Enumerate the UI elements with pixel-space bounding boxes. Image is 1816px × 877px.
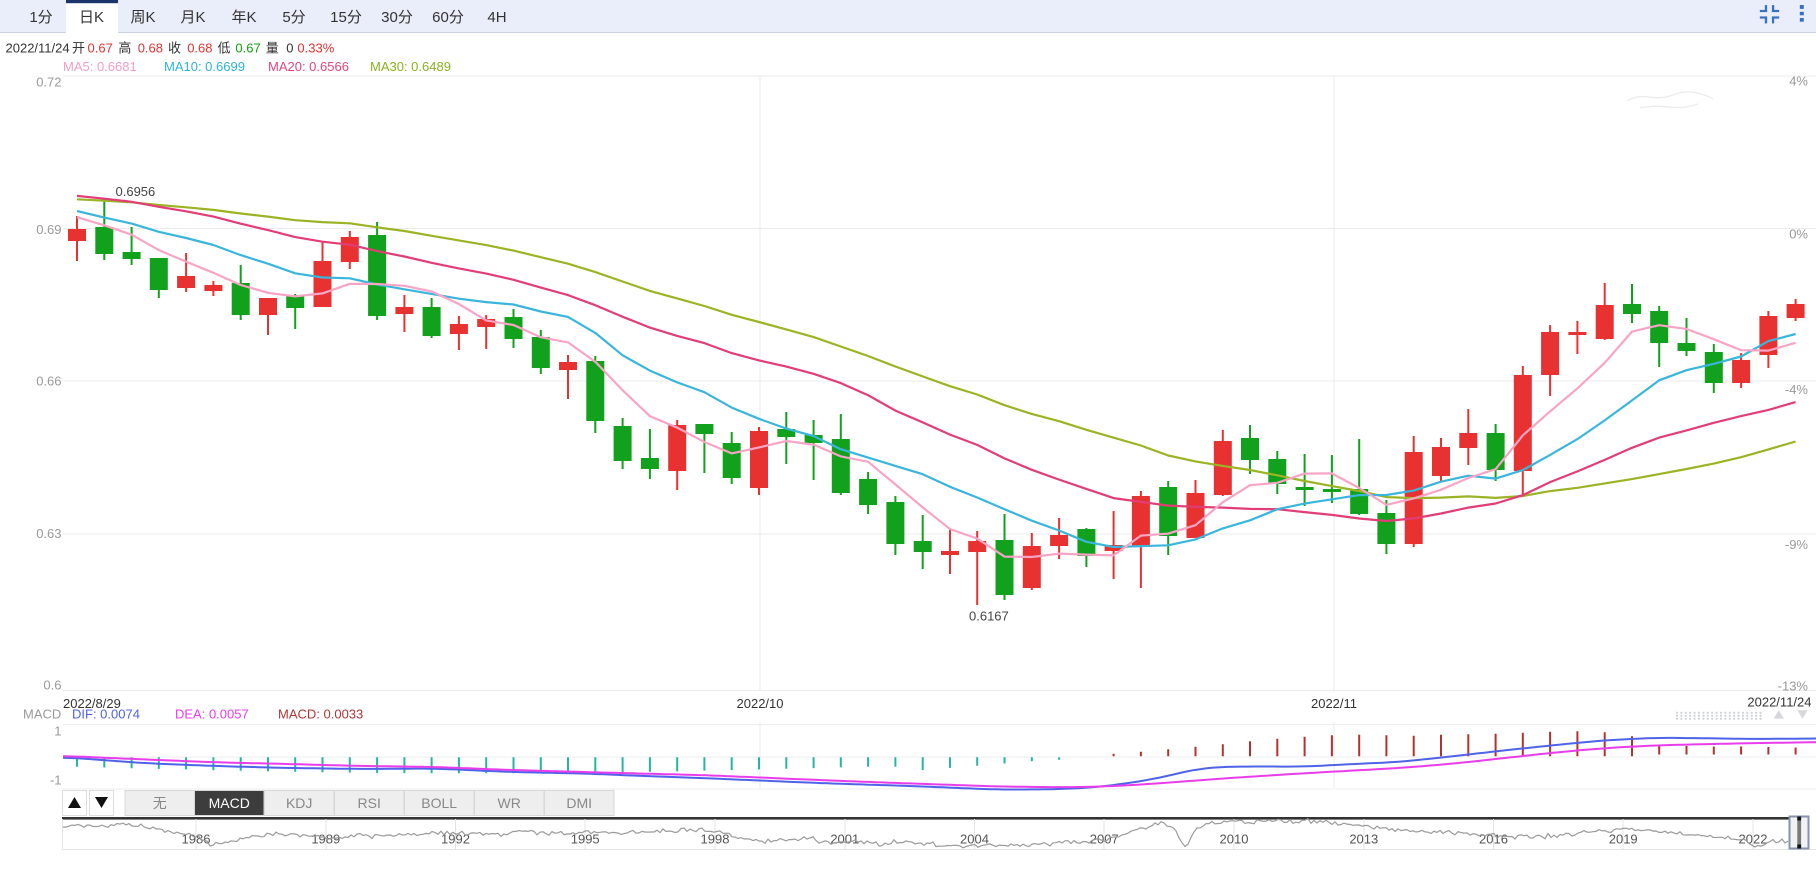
svg-text:DEA: 0.0057: DEA: 0.0057 [175,707,249,722]
svg-text:年K: 年K [231,9,256,26]
svg-text:MACD: MACD [209,795,250,811]
svg-text:2010: 2010 [1220,832,1249,847]
svg-text:0.68: 0.68 [138,41,163,56]
svg-text:30分: 30分 [381,9,413,26]
svg-text:-13%: -13% [1778,679,1809,694]
svg-text:2022/11/24: 2022/11/24 [6,41,70,56]
svg-text:5分: 5分 [282,9,305,26]
svg-text:2022: 2022 [1739,832,1768,847]
svg-text:2007: 2007 [1090,832,1119,847]
svg-text:2022/11: 2022/11 [1311,696,1357,711]
svg-text:0: 0 [286,41,293,56]
svg-text:2022/10: 2022/10 [737,696,784,711]
svg-text:MA30: 0.6489: MA30: 0.6489 [370,59,451,74]
svg-text:0.63: 0.63 [36,526,61,541]
svg-text:DIF: 0.0074: DIF: 0.0074 [72,707,140,722]
svg-text:RSI: RSI [358,795,381,811]
svg-text:月K: 月K [180,9,205,26]
svg-text:2022/8/29: 2022/8/29 [63,696,121,711]
svg-text:1995: 1995 [571,832,600,847]
svg-text:1986: 1986 [182,832,211,847]
svg-text:KDJ: KDJ [286,795,312,811]
svg-text:-9%: -9% [1785,537,1809,552]
svg-text:0.6167: 0.6167 [969,609,1009,624]
svg-text:1: 1 [54,724,61,739]
svg-text:量: 量 [266,41,279,56]
svg-text:1992: 1992 [441,832,470,847]
svg-text:开: 开 [72,41,85,56]
svg-text:0%: 0% [1789,227,1808,242]
svg-text:MACD: 0.0033: MACD: 0.0033 [278,707,363,722]
svg-text:4H: 4H [487,9,506,26]
svg-text:0.72: 0.72 [36,75,61,90]
svg-text:-4%: -4% [1785,382,1809,397]
svg-text:2004: 2004 [960,832,989,847]
svg-text:无: 无 [153,795,167,811]
svg-text:0.67: 0.67 [235,41,260,56]
svg-text:2019: 2019 [1609,832,1638,847]
svg-text:MACD: MACD [23,707,61,722]
svg-text:日K: 日K [79,9,104,26]
svg-text:0.67: 0.67 [88,41,113,56]
svg-text:0.6956: 0.6956 [116,184,156,199]
svg-text:2001: 2001 [830,832,859,847]
svg-text:0.68: 0.68 [187,41,212,56]
svg-text:15分: 15分 [330,9,362,26]
svg-text:0.69: 0.69 [36,222,61,237]
svg-text:2022/11/24: 2022/11/24 [1747,695,1811,710]
svg-text:BOLL: BOLL [421,795,457,811]
svg-text:60分: 60分 [432,9,464,26]
svg-text:MA20: 0.6566: MA20: 0.6566 [268,59,349,74]
svg-text:0.6: 0.6 [43,678,61,693]
svg-text:低: 低 [218,41,231,56]
svg-text:1989: 1989 [311,832,340,847]
svg-text:1分: 1分 [29,9,52,26]
svg-text:0.66: 0.66 [36,374,61,389]
svg-text:周K: 周K [130,9,155,26]
svg-text:2013: 2013 [1349,832,1378,847]
svg-text:WR: WR [498,795,521,811]
svg-text:MA5: 0.6681: MA5: 0.6681 [63,59,137,74]
svg-text:收: 收 [168,41,181,56]
svg-text:DMI: DMI [566,795,592,811]
svg-text:1998: 1998 [701,832,730,847]
svg-text:-1: -1 [50,773,62,788]
svg-text:MA10: 0.6699: MA10: 0.6699 [164,59,245,74]
svg-text:0.33%: 0.33% [297,41,334,56]
svg-text:4%: 4% [1789,74,1808,89]
svg-text:高: 高 [118,41,131,56]
